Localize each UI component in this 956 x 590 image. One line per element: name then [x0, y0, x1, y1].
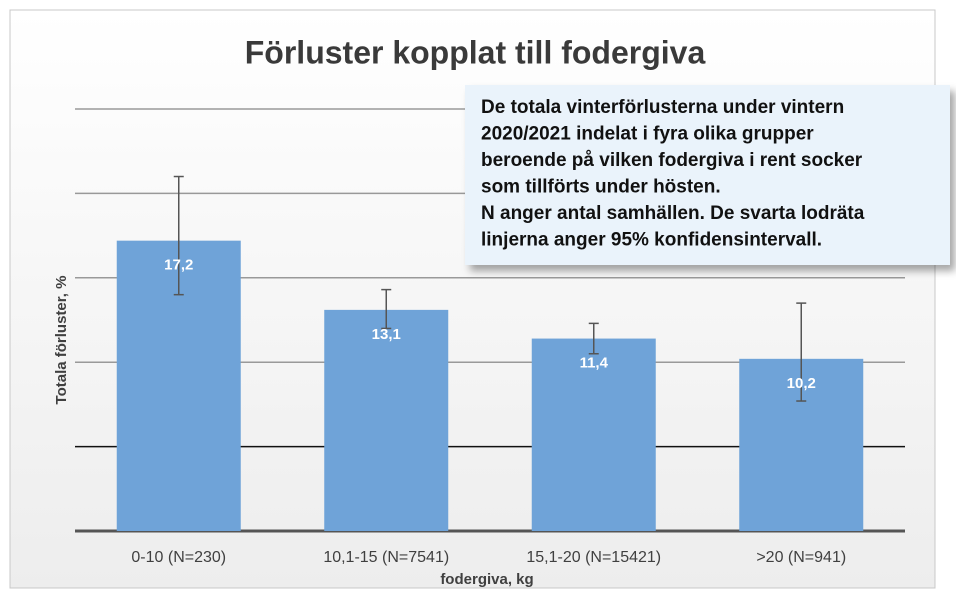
annotation-line: N anger antal samhällen. De svarta lodrä… [481, 203, 865, 224]
x-tick-label: 15,1-20 (N=15421) [526, 549, 661, 566]
annotation-line: beroende på vilken fodergiva i rent sock… [481, 150, 863, 171]
data-label: 17,2 [164, 257, 193, 274]
x-tick-label: >20 (N=941) [756, 549, 846, 566]
x-tick-label: 10,1-15 (N=7541) [323, 549, 449, 566]
y-axis-label: Totala förluster, % [53, 276, 70, 405]
bar [531, 338, 656, 531]
data-label: 10,2 [787, 375, 816, 392]
annotation-line: 2020/2021 indelat i fyra olika grupper [481, 124, 814, 145]
annotation-line: De totala vinterförlusterna under vinter… [481, 97, 844, 118]
annotation-line: linjerna anger 95% konfidensintervall. [481, 230, 822, 251]
data-label: 11,4 [580, 355, 609, 372]
x-tick-label: 0-10 (N=230) [131, 549, 226, 566]
chart-title: Förluster kopplat till fodergiva [245, 34, 706, 70]
data-label: 13,1 [372, 326, 401, 343]
annotation: De totala vinterförlusterna under vinter… [465, 85, 950, 265]
annotation-box [465, 85, 950, 265]
x-axis-label: fodergiva, kg [440, 571, 533, 588]
annotation-line: som tillförts under hösten. [481, 177, 721, 198]
bar [324, 309, 449, 531]
